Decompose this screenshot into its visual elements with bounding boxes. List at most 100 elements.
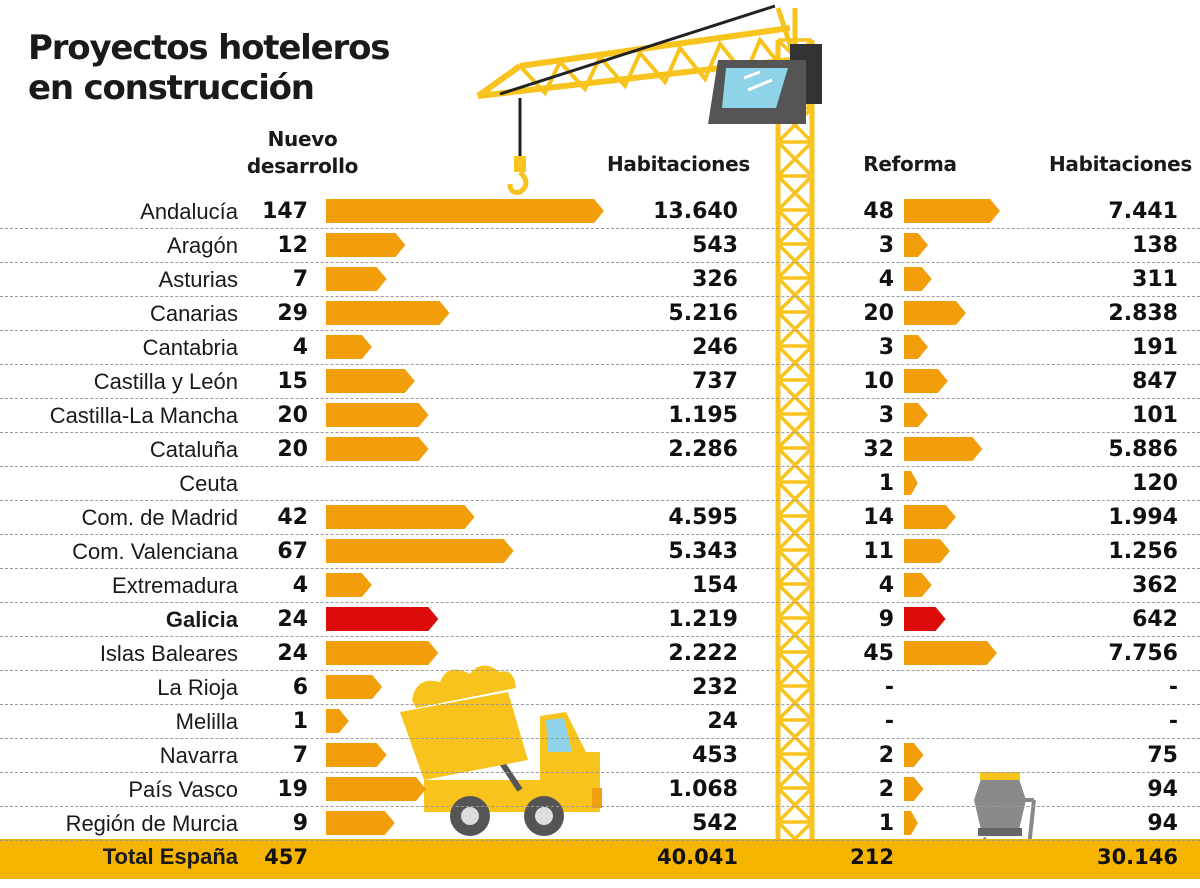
nuevo-bar-shape <box>326 199 604 223</box>
reforma-value: 45 <box>863 641 894 666</box>
habitaciones-nuevo-value: 2.222 <box>668 641 738 666</box>
habitaciones-reforma-value: 642 <box>1132 607 1178 632</box>
reforma-bar-shape <box>904 233 928 257</box>
reforma-bar-shape <box>904 369 948 393</box>
table-row: La Rioja 6 232 - - <box>0 670 1200 705</box>
nuevo-bar-shape <box>326 539 514 563</box>
nuevo-bar-shape <box>326 573 372 597</box>
reforma-bar <box>904 233 928 257</box>
habitaciones-reforma-value: 311 <box>1132 267 1178 292</box>
region-label: Extremadura <box>112 573 238 598</box>
reforma-bar-shape <box>904 573 932 597</box>
region-label: Com. Valenciana <box>72 539 238 564</box>
reforma-bar <box>904 743 924 767</box>
reforma-value: 4 <box>878 573 894 598</box>
nuevo-bar-shape <box>326 505 475 529</box>
reforma-bar-shape <box>904 301 966 325</box>
region-label: País Vasco <box>128 777 238 802</box>
reforma-value: 4 <box>878 267 894 292</box>
nuevo-value: 9 <box>292 811 308 836</box>
nuevo-value: 4 <box>292 573 308 598</box>
reforma-bar <box>904 335 928 359</box>
habitaciones-nuevo-value: 5.216 <box>668 301 738 326</box>
reforma-bar <box>904 641 997 665</box>
nuevo-value: 20 <box>277 437 308 462</box>
reforma-bar-shape <box>904 607 946 631</box>
nuevo-bar-shape <box>326 743 387 767</box>
header-reforma: Reforma <box>863 152 957 176</box>
nuevo-bar <box>326 403 429 427</box>
reforma-bar-shape <box>904 641 997 665</box>
nuevo-bar <box>326 301 450 325</box>
reforma-value: 3 <box>878 233 894 258</box>
nuevo-bar-shape <box>326 233 406 257</box>
region-label: Melilla <box>175 709 238 734</box>
habitaciones-nuevo-value: 1.195 <box>668 403 738 428</box>
habitaciones-nuevo-value: 246 <box>692 335 738 360</box>
habitaciones-nuevo-value: 232 <box>692 675 738 700</box>
reforma-value: 3 <box>878 403 894 428</box>
total-band <box>0 839 1200 879</box>
habitaciones-nuevo-value: 737 <box>692 369 738 394</box>
habitaciones-reforma-value: - <box>1168 675 1178 700</box>
nuevo-value: 24 <box>277 641 308 666</box>
reforma-bar <box>904 369 948 393</box>
reforma-bar <box>904 267 932 291</box>
nuevo-value: 29 <box>277 301 308 326</box>
habitaciones-reforma-value: 138 <box>1132 233 1178 258</box>
reforma-bar <box>904 403 928 427</box>
nuevo-bar <box>326 437 429 461</box>
nuevo-value: 24 <box>277 607 308 632</box>
reforma-bar <box>904 539 950 563</box>
region-label: Galicia <box>165 607 238 632</box>
habitaciones-nuevo-value: 24 <box>707 709 738 734</box>
reforma-bar-shape <box>904 199 1000 223</box>
reforma-bar <box>904 777 924 801</box>
nuevo-bar-shape <box>326 437 429 461</box>
title-line-2: en construcción <box>28 68 315 108</box>
habitaciones-nuevo-value: 326 <box>692 267 738 292</box>
region-label: Andalucía <box>140 199 238 224</box>
reforma-value: 1 <box>878 811 894 836</box>
nuevo-bar <box>326 641 439 665</box>
habitaciones-reforma-value: 75 <box>1147 743 1178 768</box>
nuevo-bar <box>326 709 349 733</box>
table-row: Islas Baleares 24 2.222 45 7.756 <box>0 636 1200 671</box>
nuevo-bar <box>326 335 372 359</box>
reforma-value: 1 <box>878 471 894 496</box>
header-nuevo-line-1: Nuevo <box>267 127 338 151</box>
nuevo-bar <box>326 607 439 631</box>
habitaciones-reforma-value: 191 <box>1132 335 1178 360</box>
reforma-value: - <box>884 675 894 700</box>
reforma-value: 48 <box>863 199 894 224</box>
reforma-bar <box>904 811 918 835</box>
reforma-bar <box>904 505 956 529</box>
table-row: Andalucía 147 13.640 48 7.441 <box>0 194 1200 229</box>
total-label: Total España <box>102 844 238 869</box>
habitaciones-reforma-value: 101 <box>1132 403 1178 428</box>
reforma-value: 20 <box>863 301 894 326</box>
reforma-bar-shape <box>904 811 918 835</box>
reforma-bar <box>904 607 946 631</box>
habitaciones-reforma-value: 5.886 <box>1108 437 1178 462</box>
habitaciones-reforma-value: 120 <box>1132 471 1178 496</box>
nuevo-value: 15 <box>277 369 308 394</box>
habitaciones-nuevo-value: 543 <box>692 233 738 258</box>
total-habitaciones-reforma-value: 30.146 <box>1096 845 1178 869</box>
page-title: Proyectos hoteleros en construcción <box>28 28 390 108</box>
title-line-1: Proyectos hoteleros <box>28 28 390 68</box>
habitaciones-reforma-value: 847 <box>1132 369 1178 394</box>
nuevo-value: 12 <box>277 233 308 258</box>
nuevo-value: 7 <box>292 267 308 292</box>
nuevo-bar-shape <box>326 369 415 393</box>
total-habitaciones-nuevo-value: 40.041 <box>656 845 738 869</box>
reforma-bar-shape <box>904 335 928 359</box>
habitaciones-reforma-value: 7.441 <box>1108 199 1178 224</box>
header-habitaciones-nuevo: Habitaciones <box>606 152 750 176</box>
reforma-value: 14 <box>863 505 894 530</box>
table-row: Com. de Madrid 42 4.595 14 1.994 <box>0 500 1200 535</box>
nuevo-bar-shape <box>326 301 450 325</box>
habitaciones-nuevo-value: 13.640 <box>653 199 738 224</box>
nuevo-value: 6 <box>292 675 308 700</box>
